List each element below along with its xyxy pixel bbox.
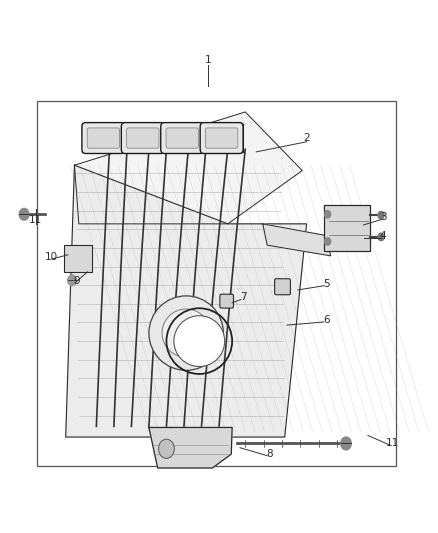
Polygon shape xyxy=(66,165,307,437)
Text: 11: 11 xyxy=(29,215,42,224)
Ellipse shape xyxy=(174,316,225,367)
Text: 9: 9 xyxy=(73,276,80,286)
Circle shape xyxy=(325,211,331,218)
FancyBboxPatch shape xyxy=(275,279,290,295)
Circle shape xyxy=(341,437,351,450)
Text: 7: 7 xyxy=(240,293,247,302)
Ellipse shape xyxy=(162,309,210,357)
Circle shape xyxy=(67,275,76,286)
Circle shape xyxy=(378,212,384,219)
Bar xyxy=(324,205,370,251)
Circle shape xyxy=(325,238,331,245)
Text: 1: 1 xyxy=(205,55,212,64)
Circle shape xyxy=(159,439,174,458)
Text: 4: 4 xyxy=(380,231,387,240)
Circle shape xyxy=(378,233,384,241)
FancyBboxPatch shape xyxy=(82,123,125,154)
FancyBboxPatch shape xyxy=(87,128,120,148)
Bar xyxy=(37,101,396,466)
Text: 3: 3 xyxy=(380,213,387,222)
Circle shape xyxy=(19,208,29,220)
Bar xyxy=(64,245,92,272)
Text: 2: 2 xyxy=(303,133,310,142)
Text: 11: 11 xyxy=(385,439,399,448)
FancyBboxPatch shape xyxy=(121,123,164,154)
Ellipse shape xyxy=(149,296,223,370)
FancyBboxPatch shape xyxy=(166,128,198,148)
Text: 6: 6 xyxy=(323,315,330,325)
FancyBboxPatch shape xyxy=(127,128,159,148)
FancyBboxPatch shape xyxy=(220,294,233,308)
Polygon shape xyxy=(74,112,302,224)
FancyBboxPatch shape xyxy=(200,123,243,154)
Text: 10: 10 xyxy=(45,253,58,262)
Polygon shape xyxy=(263,224,331,256)
Polygon shape xyxy=(149,427,232,468)
FancyBboxPatch shape xyxy=(205,128,238,148)
Text: 8: 8 xyxy=(266,449,273,459)
Text: 5: 5 xyxy=(323,279,330,288)
FancyBboxPatch shape xyxy=(161,123,204,154)
